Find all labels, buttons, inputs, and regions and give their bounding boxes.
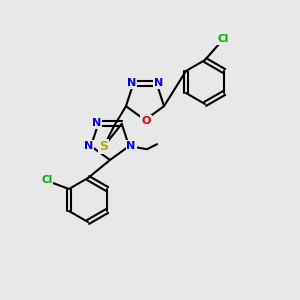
- Text: Cl: Cl: [41, 175, 52, 185]
- Text: N: N: [84, 141, 94, 151]
- Text: N: N: [92, 118, 101, 128]
- Text: Cl: Cl: [218, 34, 229, 44]
- Text: O: O: [141, 116, 151, 126]
- Text: N: N: [154, 78, 164, 88]
- Text: N: N: [127, 78, 136, 88]
- Text: methyl: methyl: [151, 149, 156, 150]
- Text: S: S: [100, 140, 109, 153]
- Text: N: N: [126, 141, 136, 151]
